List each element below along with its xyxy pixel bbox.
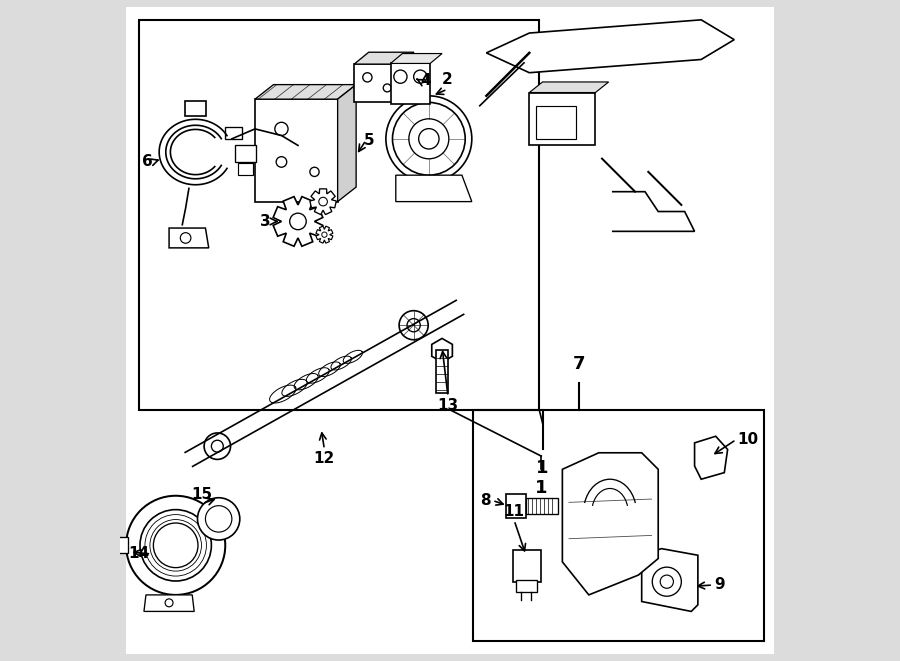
Text: 11: 11 <box>504 504 525 519</box>
Bar <box>184 101 206 116</box>
Bar <box>298 141 312 152</box>
Bar <box>473 410 764 641</box>
Text: 7: 7 <box>572 356 585 373</box>
Text: 14: 14 <box>129 547 150 561</box>
Polygon shape <box>486 20 734 73</box>
Circle shape <box>153 523 198 568</box>
Circle shape <box>310 167 320 176</box>
Polygon shape <box>144 595 194 611</box>
Text: 6: 6 <box>142 154 153 169</box>
Polygon shape <box>338 85 356 202</box>
Bar <box>516 580 537 592</box>
Text: 5: 5 <box>364 133 374 147</box>
Circle shape <box>212 440 223 452</box>
Text: 1: 1 <box>536 459 549 477</box>
Bar <box>110 537 128 553</box>
Polygon shape <box>255 85 356 99</box>
Circle shape <box>197 498 239 540</box>
Polygon shape <box>169 228 209 248</box>
Circle shape <box>180 233 191 243</box>
Polygon shape <box>432 338 453 362</box>
Polygon shape <box>274 196 323 247</box>
Circle shape <box>363 73 372 82</box>
Circle shape <box>414 70 427 83</box>
Text: 10: 10 <box>737 432 759 447</box>
Text: 12: 12 <box>314 451 335 466</box>
Text: 13: 13 <box>437 398 459 413</box>
Circle shape <box>399 311 428 340</box>
Polygon shape <box>399 52 414 102</box>
Bar <box>238 163 253 175</box>
Polygon shape <box>642 549 698 611</box>
Circle shape <box>409 119 449 159</box>
Polygon shape <box>310 189 337 215</box>
Polygon shape <box>316 226 333 243</box>
Bar <box>436 350 448 393</box>
Circle shape <box>383 84 392 92</box>
Bar <box>506 494 526 518</box>
Bar <box>526 498 558 514</box>
Bar <box>513 550 541 582</box>
Circle shape <box>126 496 225 595</box>
Text: 2: 2 <box>442 72 453 87</box>
Polygon shape <box>355 64 399 102</box>
Text: 15: 15 <box>192 487 212 502</box>
Circle shape <box>418 129 439 149</box>
Text: 3: 3 <box>259 214 270 229</box>
Polygon shape <box>391 54 442 63</box>
Bar <box>225 127 242 139</box>
Polygon shape <box>562 453 658 595</box>
Circle shape <box>274 122 288 136</box>
Circle shape <box>407 319 420 332</box>
Bar <box>529 93 596 145</box>
Polygon shape <box>355 52 414 64</box>
Text: 1: 1 <box>535 479 547 497</box>
Circle shape <box>652 567 681 596</box>
Circle shape <box>276 157 287 167</box>
Polygon shape <box>396 175 472 202</box>
Circle shape <box>290 213 306 229</box>
Bar <box>536 106 576 139</box>
Circle shape <box>661 575 673 588</box>
Bar <box>391 63 430 104</box>
Circle shape <box>322 232 327 237</box>
Polygon shape <box>255 99 338 202</box>
Text: 8: 8 <box>481 493 491 508</box>
Bar <box>235 145 256 162</box>
Circle shape <box>392 102 465 175</box>
Circle shape <box>204 433 230 459</box>
Text: 4: 4 <box>420 73 431 88</box>
Bar <box>140 20 539 410</box>
Circle shape <box>205 506 232 532</box>
Circle shape <box>165 599 173 607</box>
Circle shape <box>386 96 472 182</box>
Polygon shape <box>695 436 727 479</box>
Circle shape <box>140 510 212 581</box>
Polygon shape <box>529 82 608 93</box>
Text: 9: 9 <box>715 578 725 592</box>
Circle shape <box>319 197 328 206</box>
Circle shape <box>394 70 407 83</box>
